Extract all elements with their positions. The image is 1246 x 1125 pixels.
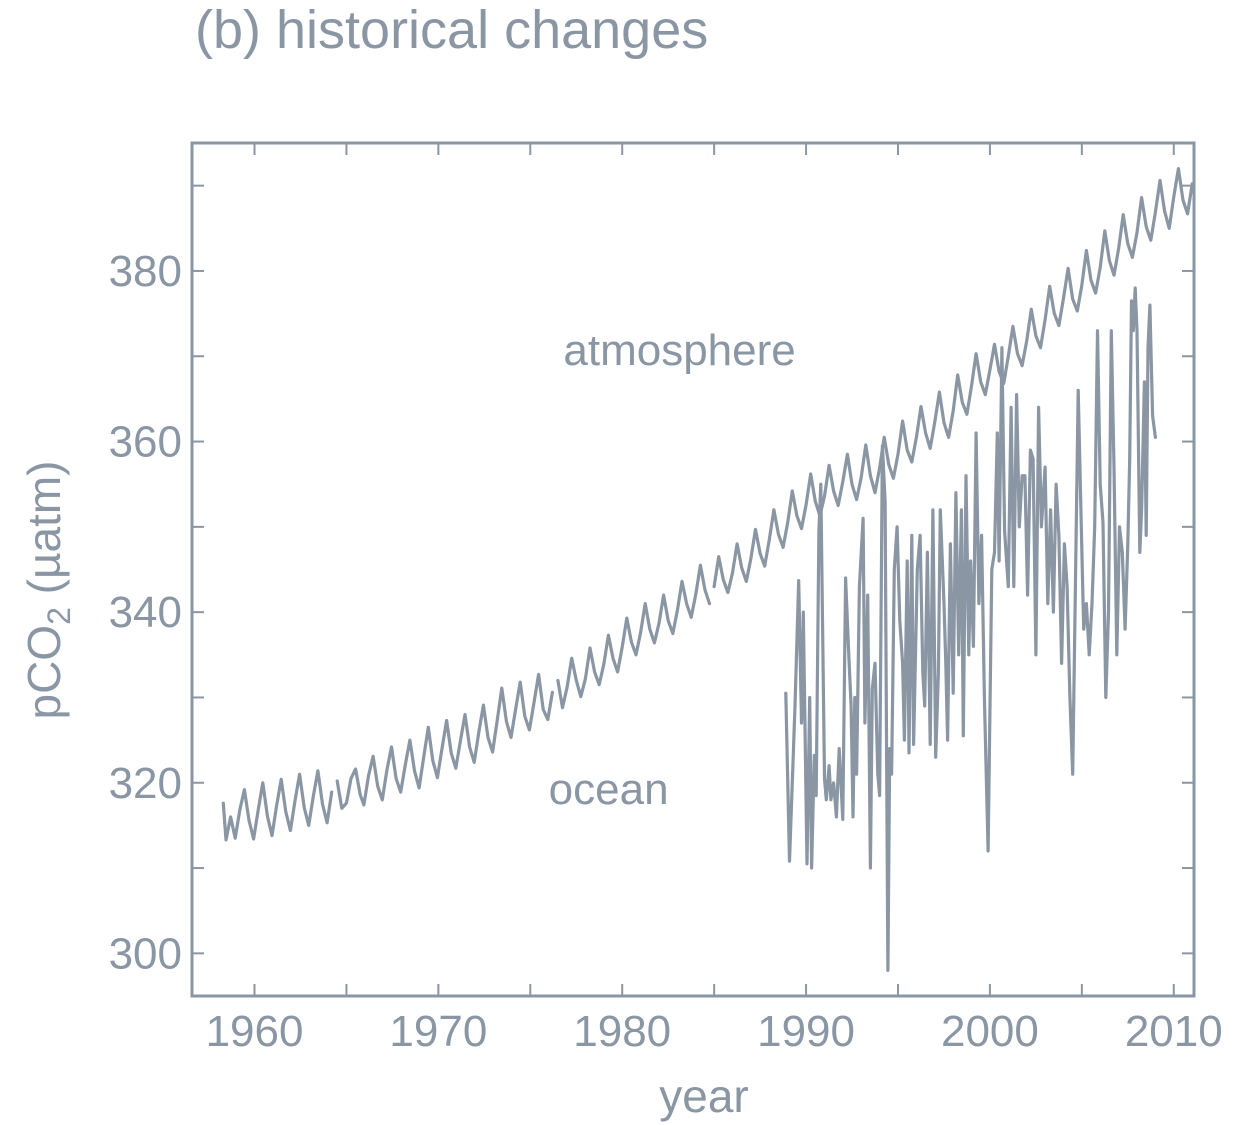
data-series [221, 167, 1194, 972]
ocean-line [784, 286, 1157, 972]
y-axis-label-subscript: 2 [41, 607, 77, 625]
tick-labels: 1960 1970 1980 1990 2000 2010 300 320 340 360 380 [109, 247, 1223, 1056]
axis-ticks [192, 143, 1194, 996]
atmosphere-line [221, 167, 1194, 842]
x-axis-label: year [659, 1070, 748, 1122]
x-tick-label: 1980 [573, 1007, 671, 1056]
annotation-ocean: ocean [549, 765, 669, 814]
y-axis-label-unit: (µatm) [18, 461, 70, 608]
y-tick-label: 380 [109, 247, 182, 296]
x-tick-label: 2000 [941, 1007, 1039, 1056]
y-tick-label: 360 [109, 418, 182, 467]
chart-title: (b) historical changes [195, 0, 708, 60]
y-tick-label: 320 [109, 759, 182, 808]
y-tick-label: 340 [109, 588, 182, 637]
x-tick-label: 2010 [1125, 1007, 1223, 1056]
x-tick-label: 1990 [757, 1007, 855, 1056]
x-tick-label: 1960 [206, 1007, 304, 1056]
y-tick-label: 300 [109, 929, 182, 978]
plot-frame [190, 141, 1196, 998]
x-tick-label: 1970 [389, 1007, 487, 1056]
y-axis-label: pCO2 (µatm) [18, 461, 77, 720]
annotation-atmosphere: atmosphere [563, 326, 795, 375]
y-axis-label-main: pCO [18, 625, 70, 720]
